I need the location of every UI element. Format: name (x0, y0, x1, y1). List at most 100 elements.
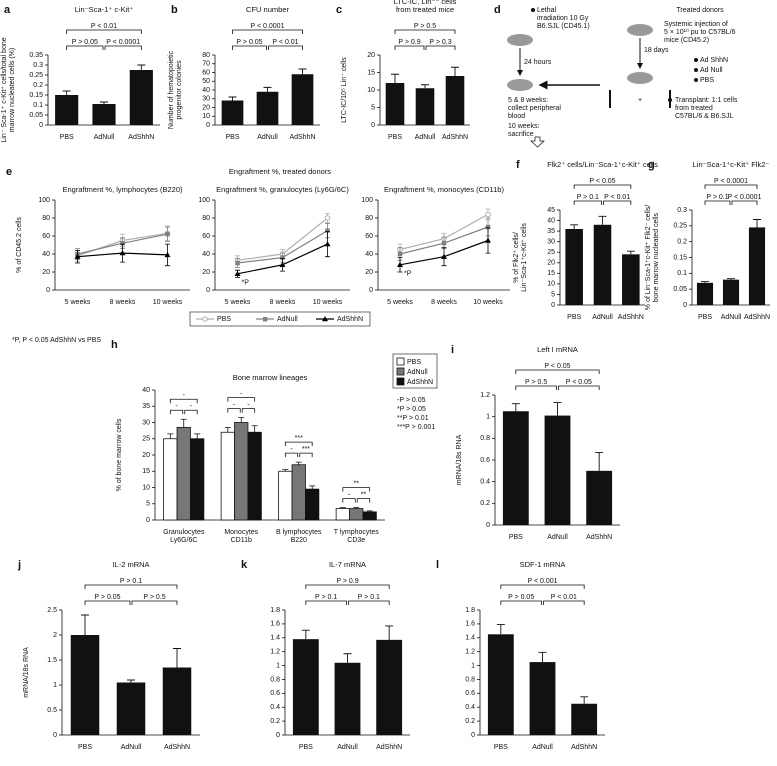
step-text: 24 hours (524, 59, 552, 66)
y-tick-label: 0 (551, 302, 555, 309)
legend-marker (263, 317, 268, 322)
y-tick-label: 0 (486, 522, 490, 529)
p-value: P < 0.001 (527, 578, 557, 585)
y-tick-label: 40 (202, 251, 210, 258)
y-tick-label: 0.2 (270, 718, 280, 725)
error-bar (298, 68, 307, 75)
bracket (284, 441, 313, 447)
y-tick-label: 100 (38, 197, 50, 204)
y-tick-label: 0 (206, 287, 210, 294)
bar (116, 682, 146, 735)
chart-title: Engraftment %, monocytes (CD11b) (384, 185, 504, 194)
x-tick-label: 10 weeks (153, 299, 183, 306)
bracket (573, 200, 602, 205)
p-value: P < 0.01 (272, 39, 298, 46)
x-tick-label: 5 weeks (225, 299, 251, 306)
p-value: P > 0.05 (94, 594, 120, 601)
p-value: ** (354, 480, 360, 487)
y-tick-label: 0.3 (677, 207, 687, 214)
bracket (394, 29, 456, 34)
y-tick-label: 0 (471, 732, 475, 739)
x-tick-label: AdNull (94, 134, 115, 141)
p-value: P > 0.05 (72, 39, 98, 46)
bar (256, 91, 279, 125)
marker (324, 241, 331, 247)
chart-title: IL-2 mRNA (112, 560, 149, 569)
x-tick-label: AdNull (547, 534, 568, 541)
y-tick-label: 5 (551, 291, 555, 298)
x-tick-label: 5 weeks (65, 299, 91, 306)
y-tick-label: 0.5 (47, 707, 57, 714)
bar (305, 488, 320, 521)
error-bar (224, 426, 231, 433)
error-bar (511, 403, 520, 412)
p-value: - (240, 390, 243, 397)
error-bar (701, 281, 709, 283)
p-value: - (247, 401, 250, 408)
bar (92, 104, 116, 125)
p-value: P < 0.0001 (106, 39, 140, 46)
y-tick-label: 70 (202, 61, 210, 68)
marker (234, 270, 241, 276)
x-tick-label: AdShhN (289, 134, 315, 141)
error-bar (228, 96, 237, 101)
chart-title: Flk2⁺ cells/Lin⁻Sca-1⁺c-Kit⁺ cells (547, 160, 658, 169)
chart-title: Lin⁻Sca-1⁺ c-Kit⁺ (75, 5, 134, 14)
bar (162, 667, 192, 735)
step-text: 5 × 10¹⁰ pu to C57BL/6 (664, 28, 736, 36)
chart-title: from treated mice (396, 5, 454, 14)
marker (165, 232, 170, 237)
step-text: Lethal (537, 7, 557, 14)
bar (376, 639, 403, 735)
y-tick-label: 0 (276, 732, 280, 739)
bullet (694, 58, 698, 62)
bracket (515, 385, 557, 390)
bracket (284, 452, 299, 458)
y-tick-label: 1.6 (270, 621, 280, 628)
marker (280, 255, 285, 260)
bar (529, 662, 556, 735)
y-axis-label: bone marrow nucleated cells (653, 212, 660, 302)
p-value: P < 0.05 (589, 178, 615, 185)
bar (247, 431, 262, 521)
error-bar (301, 629, 310, 640)
y-tick-label: 0.1 (677, 270, 687, 277)
marker (74, 253, 81, 259)
legend-marker (202, 316, 208, 322)
plus: + (638, 97, 642, 104)
y-axis-label: % of CD45.2 cells (16, 217, 23, 273)
x-tick-label: AdShhN (744, 314, 770, 321)
legend-note: *P > 0.05 (397, 406, 426, 413)
chart-title: Bone marrow lineages (233, 373, 308, 382)
y-tick-label: 1 (53, 682, 57, 689)
bar (335, 508, 350, 521)
y-tick-label: 0.6 (270, 690, 280, 697)
bracket (704, 184, 758, 189)
error-bar (173, 648, 181, 668)
error-bar (263, 86, 272, 92)
y-tick-label: 80 (202, 215, 210, 222)
y-tick-label: 80 (42, 215, 50, 222)
x-tick-label: PBS (299, 744, 313, 751)
y-tick-label: 35 (142, 403, 150, 410)
chart-title: Lin⁻Sca-1⁺c-Kit⁺ Flk2⁻ (693, 160, 770, 169)
x-tick-label: CD11b (231, 537, 252, 544)
chart-title: Left I mRNA (537, 345, 578, 354)
error-bar (385, 625, 394, 640)
bracket (558, 385, 600, 390)
p-value: *** (302, 446, 310, 453)
step-text: C57BL/6 & B6.SJL (675, 113, 733, 120)
p-value: P < 0.01 (91, 23, 117, 30)
x-tick-label: B lymphocytes (276, 529, 322, 536)
x-tick-label: AdShhN (618, 314, 644, 321)
bar (385, 83, 405, 125)
x-tick-label: PBS (698, 314, 712, 321)
bracket (227, 397, 256, 402)
x-tick-label: T lymphocytes (334, 529, 379, 536)
p-value: P > 0.9 (336, 578, 358, 585)
legend-label: AdNull (407, 369, 428, 376)
y-tick-label: 0.2 (33, 82, 43, 89)
bracket (241, 408, 256, 413)
marker (485, 224, 491, 230)
